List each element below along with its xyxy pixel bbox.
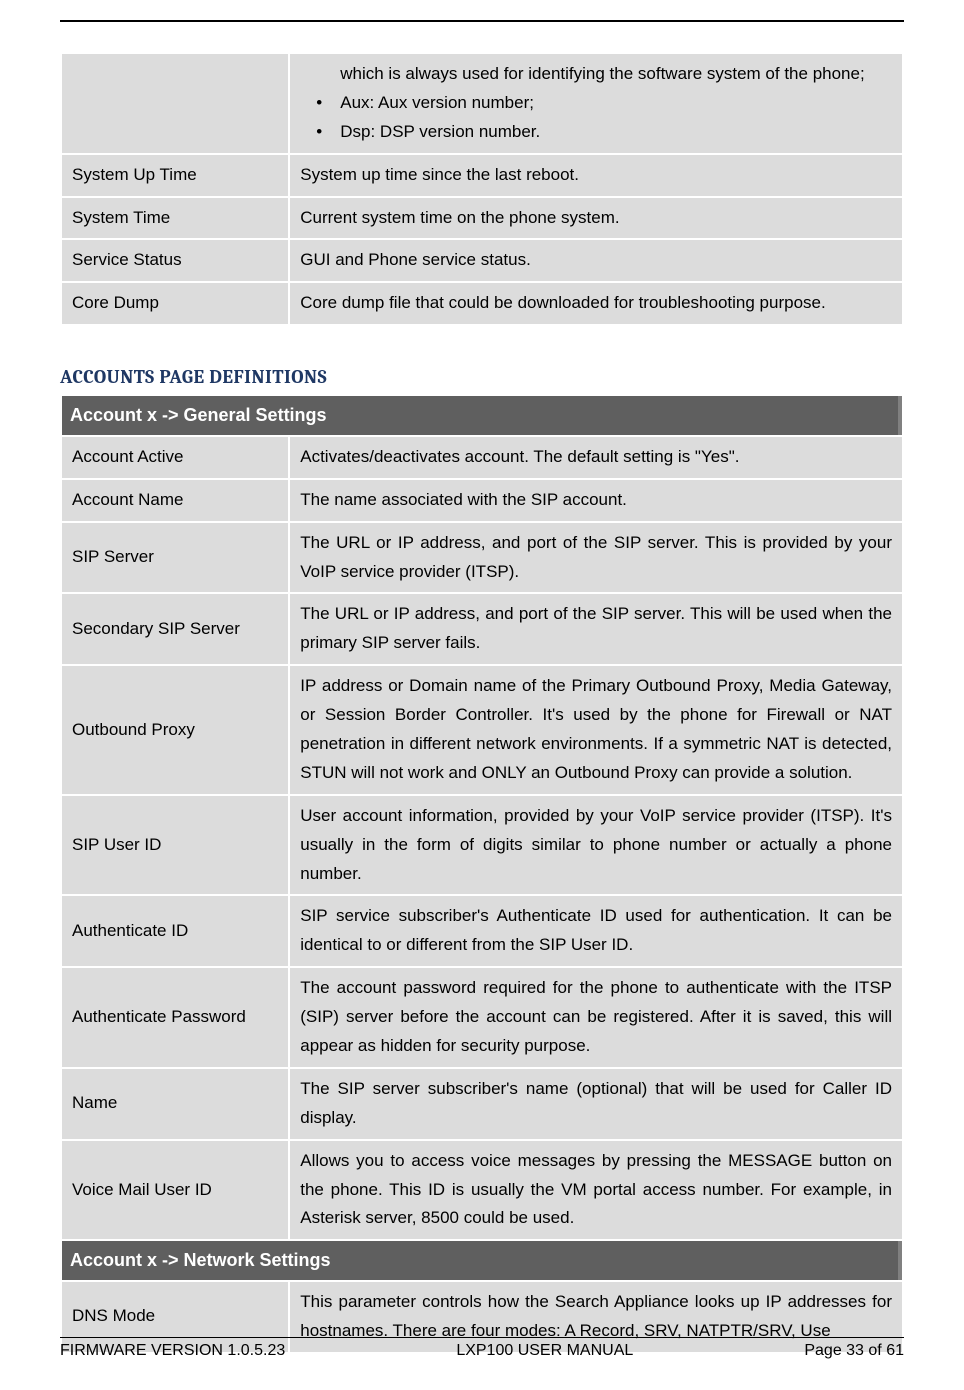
row-label: System Time — [62, 198, 288, 239]
row-desc: Allows you to access voice messages by p… — [290, 1141, 902, 1240]
footer-center: LXP100 USER MANUAL — [456, 1342, 633, 1360]
footer-row: FIRMWARE VERSION 1.0.5.23 LXP100 USER MA… — [60, 1342, 904, 1360]
row-desc: The SIP server subscriber's name (option… — [290, 1069, 902, 1139]
row-label: Service Status — [62, 240, 288, 281]
table-row: Account Name The name associated with th… — [62, 480, 902, 521]
table-row: Name The SIP server subscriber's name (o… — [62, 1069, 902, 1139]
row-desc: Core dump file that could be downloaded … — [290, 283, 902, 324]
row-desc: User account information, provided by yo… — [290, 796, 902, 895]
table-row: System Time Current system time on the p… — [62, 198, 902, 239]
bullet-item: Dsp: DSP version number. — [320, 118, 892, 147]
row-desc: The URL or IP address, and port of the S… — [290, 523, 902, 593]
desc-pre-text: which is always used for identifying the… — [300, 60, 892, 89]
row-desc: GUI and Phone service status. — [290, 240, 902, 281]
section-header: Account x -> Network Settings — [62, 1241, 902, 1280]
row-label: System Up Time — [62, 155, 288, 196]
status-definitions-table: which is always used for identifying the… — [60, 52, 904, 326]
row-label: Account Active — [62, 437, 288, 478]
table-row: System Up Time System up time since the … — [62, 155, 902, 196]
row-desc: The name associated with the SIP account… — [290, 480, 902, 521]
table-row: Account Active Activates/deactivates acc… — [62, 437, 902, 478]
table-row: SIP Server The URL or IP address, and po… — [62, 523, 902, 593]
accounts-definitions-table: Account x -> General Settings Account Ac… — [60, 394, 904, 1353]
row-label: Core Dump — [62, 283, 288, 324]
footer-left: FIRMWARE VERSION 1.0.5.23 — [60, 1342, 285, 1360]
bullet-item: Aux: Aux version number; — [320, 89, 892, 118]
row-label: Account Name — [62, 480, 288, 521]
row-label: SIP User ID — [62, 796, 288, 895]
section-heading: ACCOUNTS PAGE DEFINITIONS — [60, 366, 904, 388]
row-desc: The URL or IP address, and port of the S… — [290, 594, 902, 664]
row-label: Authenticate Password — [62, 968, 288, 1067]
row-label: SIP Server — [62, 523, 288, 593]
table-header-row: Account x -> Network Settings — [62, 1241, 902, 1280]
row-desc: SIP service subscriber's Authenticate ID… — [290, 896, 902, 966]
row-label: Voice Mail User ID — [62, 1141, 288, 1240]
footer-right: Page 33 of 61 — [804, 1342, 904, 1360]
table-row: Secondary SIP Server The URL or IP addre… — [62, 594, 902, 664]
row-label: Name — [62, 1069, 288, 1139]
row-desc: which is always used for identifying the… — [290, 54, 902, 153]
document-page: which is always used for identifying the… — [0, 0, 964, 1390]
table-header-row: Account x -> General Settings — [62, 396, 902, 435]
footer-rule — [60, 1337, 904, 1338]
top-rule — [60, 20, 904, 22]
table-row: Voice Mail User ID Allows you to access … — [62, 1141, 902, 1240]
section-header: Account x -> General Settings — [62, 396, 902, 435]
bullet-list: Aux: Aux version number; Dsp: DSP versio… — [300, 89, 892, 147]
row-desc: Current system time on the phone system. — [290, 198, 902, 239]
table-row: Authenticate ID SIP service subscriber's… — [62, 896, 902, 966]
page-footer: FIRMWARE VERSION 1.0.5.23 LXP100 USER MA… — [60, 1337, 904, 1360]
table-row: Authenticate Password The account passwo… — [62, 968, 902, 1067]
row-desc: System up time since the last reboot. — [290, 155, 902, 196]
table-row: Service Status GUI and Phone service sta… — [62, 240, 902, 281]
row-label — [62, 54, 288, 153]
row-desc: IP address or Domain name of the Primary… — [290, 666, 902, 794]
row-desc: The account password required for the ph… — [290, 968, 902, 1067]
row-desc: Activates/deactivates account. The defau… — [290, 437, 902, 478]
table-row: SIP User ID User account information, pr… — [62, 796, 902, 895]
table-row: Outbound Proxy IP address or Domain name… — [62, 666, 902, 794]
table-row: which is always used for identifying the… — [62, 54, 902, 153]
row-label: Secondary SIP Server — [62, 594, 288, 664]
table-row: Core Dump Core dump file that could be d… — [62, 283, 902, 324]
row-label: Outbound Proxy — [62, 666, 288, 794]
row-label: Authenticate ID — [62, 896, 288, 966]
